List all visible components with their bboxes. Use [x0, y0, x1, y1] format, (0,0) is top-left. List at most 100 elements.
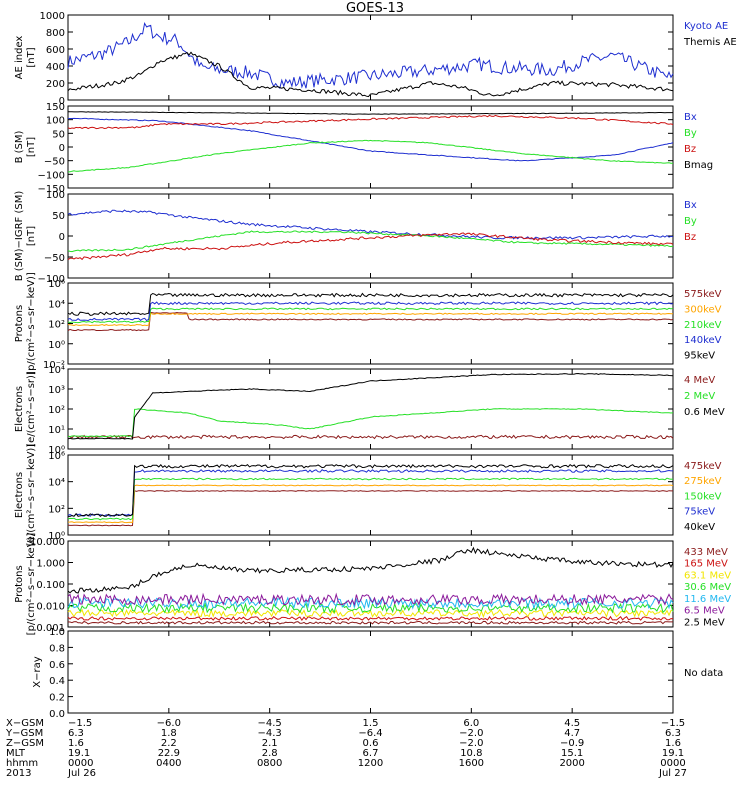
legend-label: 150keV: [684, 491, 722, 502]
y-tick-label: 0.010: [36, 602, 65, 613]
x-axis-value: 0400: [156, 758, 181, 769]
y-tick-label: −50: [44, 157, 65, 168]
y-tick-label: 0.2: [49, 693, 65, 704]
y-tick-label: 200: [46, 79, 65, 90]
legend-label: Themis AE: [683, 37, 737, 48]
series-line: [67, 232, 674, 261]
panel-frame: [67, 282, 674, 365]
y-tick-label: 10⁴: [48, 365, 65, 376]
y-tick-label: 50: [52, 211, 65, 222]
y-axis-label: Electrons: [14, 386, 25, 432]
y-axis-label: AE index: [14, 36, 25, 80]
x-axis-value: 1.6: [665, 738, 681, 749]
legend-label: Bmag: [684, 160, 713, 171]
legend-label: Bz: [684, 232, 696, 243]
legend-label: 4 MeV: [684, 375, 715, 386]
x-axis-value: −0.9: [560, 738, 584, 749]
x-axis-value: 0000: [68, 758, 93, 769]
y-tick-label: 100: [46, 190, 65, 201]
series-line: [67, 311, 674, 332]
x-axis-value: −2.0: [459, 738, 483, 749]
y-tick-label: 10.000: [30, 537, 65, 548]
series-line: [67, 546, 674, 594]
y-tick-label: 10²: [48, 504, 65, 515]
chart-title: GOES-13: [345, 1, 404, 16]
legend-label: Bx: [684, 112, 697, 123]
panel-1: 1000 800 600 400 200 0 AE index [nT] Kyoto AE The…: [14, 11, 737, 107]
x-axis-value: 6.3: [665, 728, 681, 739]
y-axis-label: [p/(cm²−s−sr−keV)]: [26, 533, 37, 636]
y-tick-label: 1.0: [49, 627, 65, 638]
x-axis-value: −4.5: [258, 718, 282, 729]
legend-label: 95keV: [684, 351, 715, 362]
legend-label: 40keV: [684, 522, 715, 533]
x-axis-value: 1600: [459, 758, 484, 769]
y-axis-label: B (SM)−IGRF (SM): [14, 191, 25, 282]
series-line: [67, 51, 674, 98]
x-axis-value: 19.1: [662, 748, 684, 759]
x-axis-row-label: hhmm: [6, 758, 38, 769]
x-axis-value: Jul 26: [67, 768, 96, 779]
series-line: [67, 114, 674, 130]
y-tick-label: 800: [46, 28, 65, 39]
y-tick-label: 10³: [48, 385, 65, 396]
x-axis-value: 22.9: [158, 748, 180, 759]
legend-label: Bx: [684, 200, 697, 211]
legend-label: 210keV: [684, 320, 722, 331]
y-axis-label: [p/(cm²−s−sr−keV)]: [26, 272, 37, 375]
y-tick-label: −100: [38, 170, 65, 181]
x-axis-row-label: MLT: [6, 748, 26, 759]
series-line: [67, 608, 674, 619]
series-line: [67, 620, 673, 625]
y-axis-label: [e/(cm²−s−sr)]: [26, 371, 37, 447]
x-axis-table: X−GSMY−GSMZ−GSMMLThhmm2013−1.56.31.619.1…: [5, 718, 687, 779]
legend-label: 75keV: [684, 507, 715, 518]
x-axis-value: 1.5: [363, 718, 379, 729]
y-tick-label: 10¹: [48, 425, 65, 436]
y-axis-label: Protons: [14, 565, 25, 602]
y-tick-label: 10⁴: [48, 478, 65, 489]
x-axis-value: Jul 27: [658, 768, 687, 779]
legend-label: 0.6 MeV: [684, 407, 725, 418]
x-axis-value: 0800: [257, 758, 282, 769]
legend-label: 165 MeV: [684, 559, 728, 570]
y-tick-label: 10⁴: [48, 299, 65, 310]
series-line: [67, 602, 674, 614]
series-line: [67, 484, 674, 524]
x-axis-value: 2000: [559, 758, 584, 769]
legend-label: 63.1 MeV: [684, 570, 731, 581]
legend-label: 140keV: [684, 335, 722, 346]
y-axis-label: [e/(cm²−s−sr−keV)]: [26, 444, 37, 547]
series-line: [67, 117, 674, 162]
series-line: [67, 615, 674, 621]
x-axis-value: 1200: [358, 758, 383, 769]
legend-label: 2 MeV: [684, 391, 715, 402]
series-line: [67, 312, 674, 327]
y-axis-label: X−ray: [32, 656, 43, 687]
x-axis-value: 1.8: [161, 728, 177, 739]
y-tick-label: 400: [46, 62, 65, 73]
x-axis-row-label: Y−GSM: [5, 728, 43, 739]
legend-label: 11.6 MeV: [684, 594, 731, 605]
y-tick-label: 0.001: [36, 623, 65, 634]
y-tick-label: −100: [38, 274, 65, 285]
panel-6: 10⁶ 10⁴ 10² 10⁰ Electrons [e/(cm²−s−sr−keV)] 4…: [14, 444, 722, 547]
x-axis-value: 2.1: [262, 738, 278, 749]
y-tick-label: 0.0: [49, 709, 65, 720]
legend-label: 2.5 MeV: [684, 617, 725, 628]
panel-frame: [67, 630, 674, 714]
y-tick-label: 10⁶: [48, 279, 65, 290]
y-tick-label: −50: [44, 253, 65, 264]
y-tick-label: 0.6: [49, 660, 65, 671]
y-tick-label: 10⁰: [48, 445, 65, 456]
x-axis-value: 2.8: [262, 748, 278, 759]
legend-label: 575keV: [684, 289, 722, 300]
x-axis-row-label: 2013: [6, 768, 31, 779]
x-axis-value: 6.3: [68, 728, 84, 739]
legend-label: 6.5 MeV: [684, 606, 725, 617]
x-axis-row-label: X−GSM: [6, 718, 44, 729]
series-line: [67, 301, 674, 322]
legend-label: 475keV: [684, 461, 722, 472]
legend-label: 275keV: [684, 476, 722, 487]
